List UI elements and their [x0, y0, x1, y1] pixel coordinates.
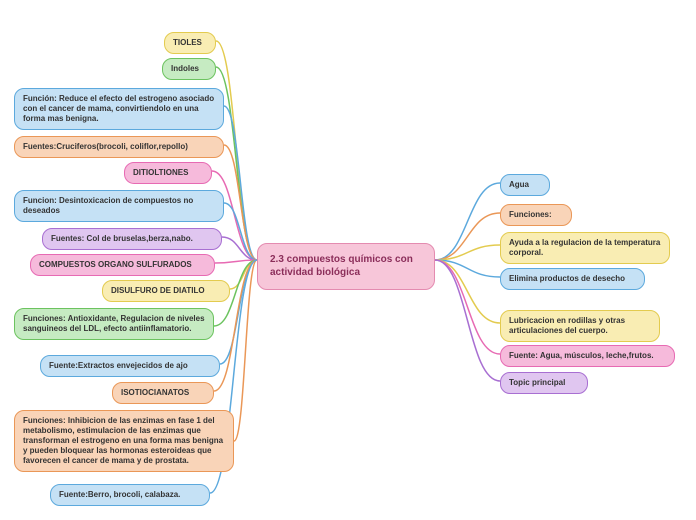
right-node-3[interactable]: Elimina productos de desecho — [500, 268, 645, 290]
left-node-11[interactable]: ISOTIOCIANATOS — [112, 382, 214, 404]
left-node-9[interactable]: Funciones: Antioxidante, Regulacion de n… — [14, 308, 214, 340]
left-node-6[interactable]: Fuentes: Col de bruselas,berza,nabo. — [42, 228, 222, 250]
right-node-0[interactable]: Agua — [500, 174, 550, 196]
left-node-12[interactable]: Funciones: Inhibicion de las enzimas en … — [14, 410, 234, 472]
left-node-7[interactable]: COMPUESTOS ORGANO SULFURADOS — [30, 254, 215, 276]
right-node-5[interactable]: Fuente: Agua, músculos, leche,frutos. — [500, 345, 675, 367]
center-node[interactable]: 2.3 compuestos químicos con actividad bi… — [257, 243, 435, 290]
left-node-5[interactable]: Funcion: Desintoxicacion de compuestos n… — [14, 190, 224, 222]
left-node-4[interactable]: DITIOLTIONES — [124, 162, 212, 184]
right-node-4[interactable]: Lubricacion en rodillas y otras articula… — [500, 310, 660, 342]
left-node-1[interactable]: Indoles — [162, 58, 216, 80]
left-node-2[interactable]: Función: Reduce el efecto del estrogeno … — [14, 88, 224, 130]
left-node-10[interactable]: Fuente:Extractos envejecidos de ajo — [40, 355, 220, 377]
left-node-0[interactable]: TIOLES — [164, 32, 216, 54]
right-node-2[interactable]: Ayuda a la regulacion de la temperatura … — [500, 232, 670, 264]
left-node-8[interactable]: DISULFURO DE DIATILO — [102, 280, 230, 302]
right-node-1[interactable]: Funciones: — [500, 204, 572, 226]
left-node-13[interactable]: Fuente:Berro, brocoli, calabaza. — [50, 484, 210, 506]
left-node-3[interactable]: Fuentes:Cruciferos(brocoli, coliflor,rep… — [14, 136, 224, 158]
right-node-6[interactable]: Topic principal — [500, 372, 588, 394]
